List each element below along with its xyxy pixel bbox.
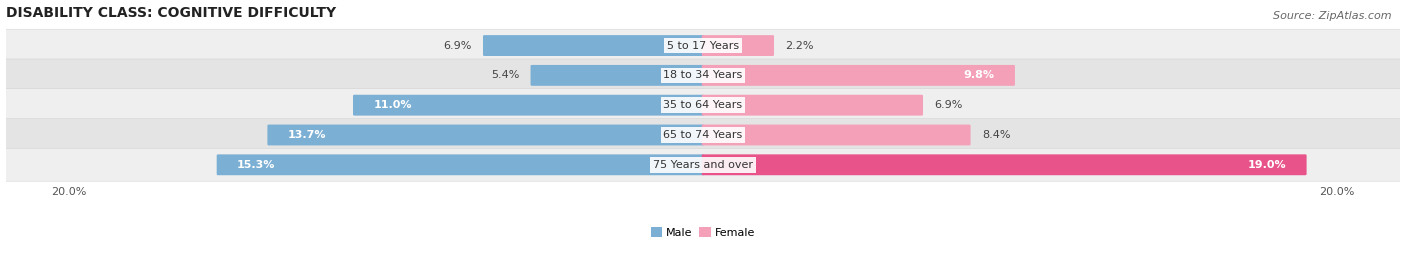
- Text: 2.2%: 2.2%: [786, 40, 814, 50]
- Text: 6.9%: 6.9%: [935, 100, 963, 110]
- FancyBboxPatch shape: [484, 35, 704, 56]
- Legend: Male, Female: Male, Female: [647, 223, 759, 242]
- Text: 18 to 34 Years: 18 to 34 Years: [664, 70, 742, 80]
- Text: 8.4%: 8.4%: [981, 130, 1011, 140]
- Text: 6.9%: 6.9%: [443, 40, 471, 50]
- FancyBboxPatch shape: [0, 148, 1406, 181]
- Text: 5 to 17 Years: 5 to 17 Years: [666, 40, 740, 50]
- FancyBboxPatch shape: [353, 95, 704, 116]
- Text: 75 Years and over: 75 Years and over: [652, 160, 754, 170]
- Text: 13.7%: 13.7%: [288, 130, 326, 140]
- Text: DISABILITY CLASS: COGNITIVE DIFFICULTY: DISABILITY CLASS: COGNITIVE DIFFICULTY: [6, 6, 336, 19]
- FancyBboxPatch shape: [530, 65, 704, 86]
- Text: 35 to 64 Years: 35 to 64 Years: [664, 100, 742, 110]
- FancyBboxPatch shape: [702, 95, 922, 116]
- Text: 15.3%: 15.3%: [238, 160, 276, 170]
- FancyBboxPatch shape: [0, 119, 1406, 151]
- Text: 19.0%: 19.0%: [1247, 160, 1286, 170]
- FancyBboxPatch shape: [702, 124, 970, 146]
- FancyBboxPatch shape: [267, 124, 704, 146]
- Text: 11.0%: 11.0%: [374, 100, 412, 110]
- FancyBboxPatch shape: [702, 154, 1306, 175]
- FancyBboxPatch shape: [0, 59, 1406, 92]
- FancyBboxPatch shape: [702, 65, 1015, 86]
- FancyBboxPatch shape: [0, 29, 1406, 62]
- FancyBboxPatch shape: [0, 89, 1406, 122]
- Text: 5.4%: 5.4%: [491, 70, 519, 80]
- Text: 65 to 74 Years: 65 to 74 Years: [664, 130, 742, 140]
- FancyBboxPatch shape: [217, 154, 704, 175]
- FancyBboxPatch shape: [702, 35, 775, 56]
- Text: Source: ZipAtlas.com: Source: ZipAtlas.com: [1274, 11, 1392, 21]
- Text: 9.8%: 9.8%: [963, 70, 994, 80]
